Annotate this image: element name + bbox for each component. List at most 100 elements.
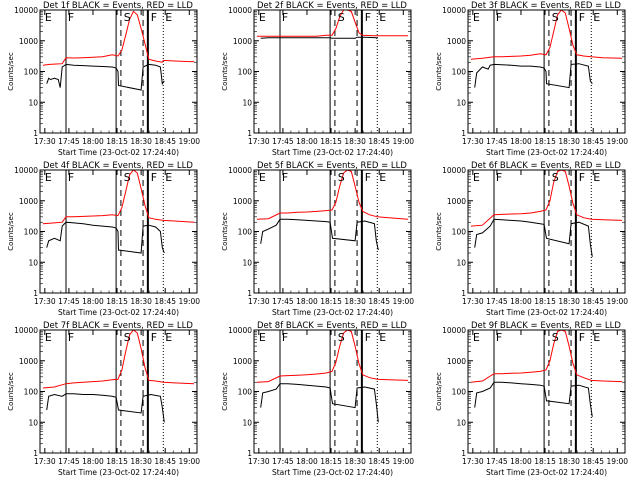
y-tick-label: 100 <box>452 388 467 397</box>
panel-title: Det 3f BLACK = Events, RED = LLD <box>471 1 621 11</box>
series-events-black <box>474 218 593 257</box>
y-tick-label: 1000 <box>447 37 466 46</box>
panel-title: Det 1f BLACK = Events, RED = LLD <box>43 1 193 11</box>
x-tick-label: 17:30 <box>248 457 270 466</box>
x-tick-label: 18:30 <box>344 137 366 146</box>
region-label: F <box>579 11 585 24</box>
y-tick-label: 1000 <box>19 37 38 46</box>
region-label: E <box>473 171 480 184</box>
y-tick-label: 10000 <box>442 326 466 335</box>
series-events-black <box>474 381 593 417</box>
x-tick-label: 17:30 <box>248 137 270 146</box>
x-tick-label: 18:45 <box>582 137 604 146</box>
series-lld-red <box>42 10 195 66</box>
region-label: F <box>365 331 371 344</box>
x-tick-label: 18:45 <box>582 297 604 306</box>
region-label: F <box>68 331 74 344</box>
series-events-black <box>46 393 165 423</box>
y-tick-label: 1000 <box>447 197 466 206</box>
region-label: S <box>552 11 559 24</box>
x-tick-label: 18:15 <box>320 457 342 466</box>
region-label: F <box>68 11 74 24</box>
panel-1: Det 1f BLACK = Events, RED = LLD Counts/s… <box>7 1 200 157</box>
x-tick-label: 18:00 <box>510 137 532 146</box>
x-tick-label: 19:00 <box>178 457 200 466</box>
y-tick-label: 10000 <box>14 326 38 335</box>
region-label: S <box>552 331 559 344</box>
series-lld-red <box>470 330 623 383</box>
x-tick-label: 18:30 <box>130 297 152 306</box>
region-label: E <box>473 11 480 24</box>
x-tick-label: 18:45 <box>368 297 390 306</box>
series-lld-red <box>42 170 195 225</box>
region-label: S <box>338 11 345 24</box>
region-label: E <box>473 331 480 344</box>
y-tick-label: 10000 <box>442 6 466 15</box>
panel-title: Det 4f BLACK = Events, RED = LLD <box>43 161 193 171</box>
region-label: S <box>552 171 559 184</box>
x-axis-label: Start Time (23-Oct-02 17:24:40) <box>272 148 393 157</box>
x-tick-label: 17:30 <box>462 457 484 466</box>
region-label: F <box>365 11 371 24</box>
series-events-black <box>46 221 165 254</box>
y-tick-label: 1000 <box>19 357 38 366</box>
y-axis-label: Counts/sec <box>435 52 443 91</box>
x-tick-label: 17:45 <box>58 457 80 466</box>
x-tick-label: 17:45 <box>58 137 80 146</box>
region-label: F <box>282 11 288 24</box>
series-events-black <box>260 36 378 40</box>
region-label: S <box>124 331 131 344</box>
panel-7: Det 7f BLACK = Events, RED = LLD Counts/s… <box>7 321 200 477</box>
x-tick-label: 18:45 <box>154 457 176 466</box>
x-tick-label: 18:00 <box>510 457 532 466</box>
x-tick-label: 18:45 <box>154 297 176 306</box>
x-tick-label: 17:45 <box>58 297 80 306</box>
y-tick-label: 1 <box>247 129 252 138</box>
plot-frame <box>467 169 626 294</box>
y-tick-label: 100 <box>238 228 253 237</box>
y-tick-label: 100 <box>24 388 39 397</box>
x-tick-label: 18:45 <box>154 137 176 146</box>
x-tick-label: 17:45 <box>486 457 508 466</box>
panel-title: Det 7f BLACK = Events, RED = LLD <box>43 321 193 331</box>
x-tick-label: 17:45 <box>486 137 508 146</box>
x-tick-label: 18:30 <box>130 457 152 466</box>
region-label: E <box>45 11 52 24</box>
region-label: E <box>593 331 600 344</box>
panel-9: Det 9f BLACK = Events, RED = LLD Counts/s… <box>435 321 628 477</box>
region-label: E <box>45 171 52 184</box>
panel-title: Det 9f BLACK = Events, RED = LLD <box>471 321 621 331</box>
panel-title: Det 6f BLACK = Events, RED = LLD <box>471 161 621 171</box>
x-tick-label: 19:00 <box>606 137 628 146</box>
x-tick-label: 18:30 <box>558 297 580 306</box>
y-tick-label: 1 <box>33 289 38 298</box>
x-tick-label: 18:30 <box>558 137 580 146</box>
region-label: E <box>379 331 386 344</box>
series-lld-red <box>256 10 409 37</box>
region-label: S <box>338 331 345 344</box>
y-tick-label: 100 <box>452 68 467 77</box>
y-tick-label: 1 <box>33 129 38 138</box>
x-tick-label: 18:00 <box>296 137 318 146</box>
x-axis-label: Start Time (23-Oct-02 17:24:40) <box>272 308 393 317</box>
y-tick-label: 10 <box>456 98 466 107</box>
y-tick-label: 100 <box>238 388 253 397</box>
x-tick-label: 18:15 <box>534 297 556 306</box>
x-tick-label: 17:30 <box>34 297 56 306</box>
x-tick-label: 18:00 <box>296 297 318 306</box>
region-label: E <box>45 331 52 344</box>
x-tick-label: 19:00 <box>392 137 414 146</box>
x-tick-label: 18:15 <box>106 457 128 466</box>
y-tick-label: 10000 <box>228 166 252 175</box>
plot-frame <box>253 9 412 134</box>
x-tick-label: 17:30 <box>248 297 270 306</box>
region-label: E <box>379 171 386 184</box>
region-label: E <box>165 11 172 24</box>
x-tick-label: 18:00 <box>82 137 104 146</box>
y-tick-label: 1 <box>461 129 466 138</box>
panel-2: Det 2f BLACK = Events, RED = LLD Counts/s… <box>221 1 414 157</box>
x-tick-label: 18:15 <box>320 137 342 146</box>
x-axis-label: Start Time (23-Oct-02 17:24:40) <box>58 148 179 157</box>
x-tick-label: 18:15 <box>106 137 128 146</box>
